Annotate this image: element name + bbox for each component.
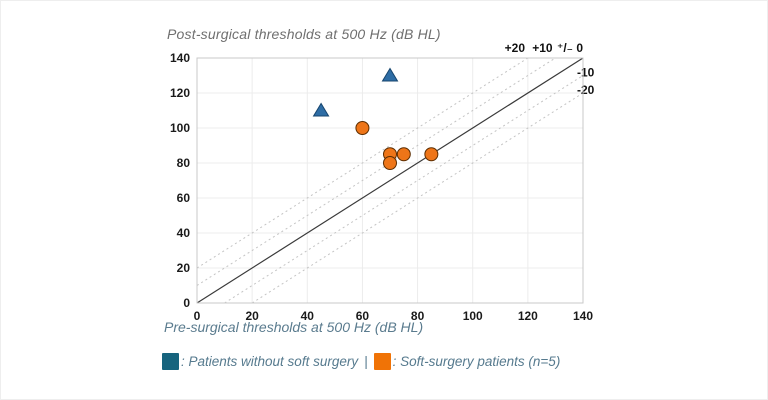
chart-title: Post-surgical thresholds at 500 Hz (dB H… <box>167 26 441 42</box>
y-tick-label: 80 <box>177 156 191 170</box>
reference-line <box>224 75 584 304</box>
legend-label-no-soft-surgery: : Patients without soft surgery <box>181 354 359 369</box>
reference-line <box>196 57 584 304</box>
reference-line <box>196 57 556 286</box>
y-tick-label: 140 <box>170 51 190 65</box>
data-point-triangle <box>312 102 330 117</box>
y-tick-label: 0 <box>183 296 190 310</box>
x-axis-title: Pre-surgical thresholds at 500 Hz (dB HL… <box>164 319 424 335</box>
reference-line <box>251 92 584 304</box>
legend-swatch-soft-surgery-icon <box>373 353 391 370</box>
legend-separator: | <box>364 354 368 369</box>
chart-legend: : Patients without soft surgery | : Soft… <box>162 353 560 370</box>
y-tick-label: 60 <box>177 191 191 205</box>
y-tick-label: 100 <box>170 121 190 135</box>
data-point-circle <box>396 147 411 162</box>
legend-label-soft-surgery: : Soft-surgery patients (n=5) <box>392 354 561 369</box>
y-tick-label: 40 <box>177 226 191 240</box>
x-tick-label: 80 <box>411 309 425 323</box>
x-tick-label: 40 <box>301 309 315 323</box>
x-tick-label: 0 <box>194 309 201 323</box>
reference-line-label: ⁺/₋ 0 <box>557 41 583 55</box>
reference-line-label: -10 <box>577 66 595 80</box>
x-tick-label: 100 <box>463 309 483 323</box>
scatter-plot: +20 +10 ⁺/₋ 0 -10 -20 0 20 40 60 80 100 120 140 0 20 40… <box>170 41 595 323</box>
reference-line-label: -20 <box>577 83 595 97</box>
data-point-triangle <box>381 67 399 82</box>
reference-line-label: +10 <box>532 41 553 55</box>
legend-swatch-no-soft-surgery-icon <box>162 353 179 370</box>
x-tick-label: 20 <box>245 309 259 323</box>
data-point-circle <box>424 147 439 162</box>
plot-border <box>196 57 584 304</box>
reference-line-label: +20 <box>505 41 526 55</box>
x-tick-label: 60 <box>356 309 370 323</box>
reference-line <box>196 57 529 269</box>
data-point-circle <box>355 121 370 135</box>
y-tick-label: 120 <box>170 86 190 100</box>
x-tick-label: 120 <box>518 309 538 323</box>
y-tick-label: 20 <box>177 261 191 275</box>
data-point-circle <box>383 156 397 170</box>
x-tick-label: 140 <box>573 309 593 323</box>
